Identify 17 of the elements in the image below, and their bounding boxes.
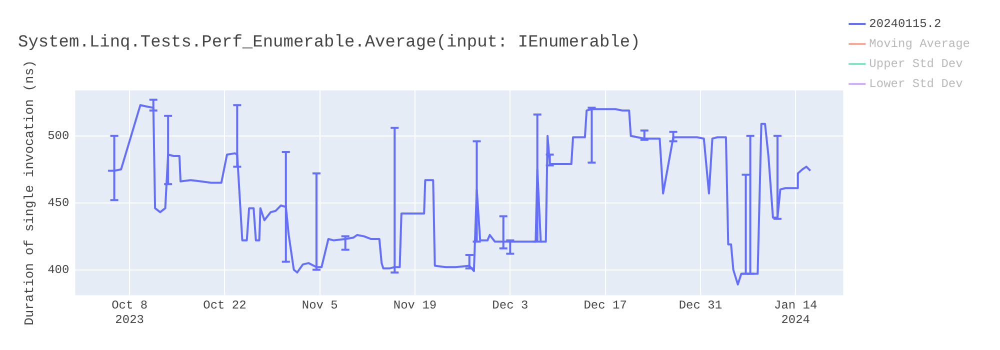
x-tick-label: Oct 8 2023: [112, 298, 148, 327]
chart-title: System.Linq.Tests.Perf_Enumerable.Average(input: IEnumerable): [18, 34, 640, 53]
x-tick-label: Nov 5: [302, 298, 338, 313]
x-tick-label: Dec 3: [492, 298, 528, 313]
x-tick-label: Nov 19: [393, 298, 437, 313]
legend-label: Upper Std Dev: [869, 57, 963, 72]
y-tick-label: 500: [48, 129, 70, 144]
legend-label: Lower Std Dev: [869, 77, 963, 92]
y-tick-label: 450: [48, 196, 70, 210]
x-tick-label: Dec 17: [584, 298, 627, 313]
legend-label: Moving Average: [869, 37, 970, 52]
y-tick-label: 400: [48, 262, 70, 277]
x-tick-label: Dec 31: [678, 298, 722, 313]
y-axis-title: Duration of single invocation (ns): [22, 60, 38, 326]
x-tick-label: Jan 14 2024: [774, 298, 818, 327]
legend-label: 20240115.2: [869, 17, 942, 32]
x-tick-label: Oct 22: [203, 298, 246, 313]
